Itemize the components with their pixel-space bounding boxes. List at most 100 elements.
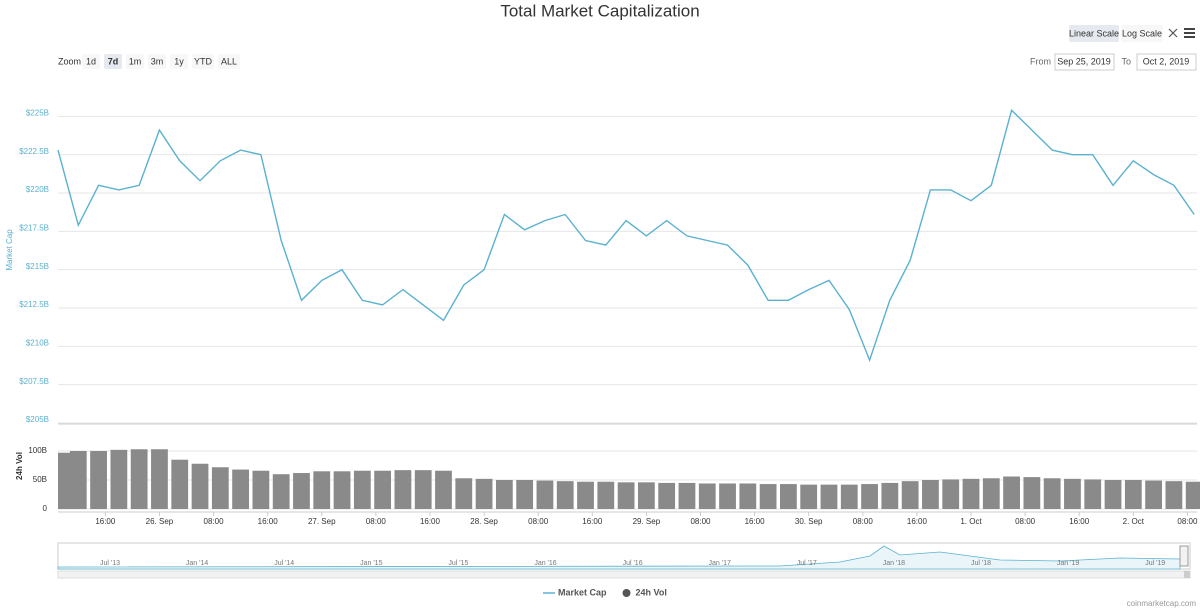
x-tick-label: 08:00 bbox=[1177, 517, 1198, 526]
navigator-label: Jul '18 bbox=[971, 560, 991, 567]
zoom-button[interactable] bbox=[218, 54, 240, 69]
legend-label[interactable]: 24h Vol bbox=[636, 587, 667, 597]
scrollbar[interactable] bbox=[57, 570, 1191, 579]
y-tick-label: $210B bbox=[26, 338, 49, 347]
zoom-button-label[interactable]: 3m bbox=[151, 56, 164, 66]
volume-bar bbox=[698, 483, 716, 509]
volume-bar bbox=[1104, 480, 1122, 509]
volume-bar bbox=[617, 482, 635, 509]
zoom-button[interactable] bbox=[192, 54, 214, 69]
navigator-label: Jan '19 bbox=[1057, 560, 1079, 567]
volume-bar bbox=[293, 473, 310, 509]
y-tick-label: $207.5B bbox=[19, 377, 49, 386]
x-tick-label: 16:00 bbox=[1069, 517, 1090, 526]
x-tick-label: 30. Sep bbox=[795, 517, 823, 526]
x-tick-label: 27. Sep bbox=[308, 517, 336, 526]
y-tick-label: $225B bbox=[26, 108, 49, 117]
volume-bar bbox=[151, 449, 168, 509]
navigator-label: Jan '15 bbox=[360, 560, 382, 567]
volume-bar bbox=[69, 451, 87, 509]
x-tick-label: 08:00 bbox=[528, 517, 549, 526]
zoom-button-label[interactable]: 1d bbox=[86, 56, 96, 66]
scale-button[interactable] bbox=[1069, 25, 1119, 42]
from-input[interactable] bbox=[1054, 53, 1115, 71]
zoom-button-label[interactable]: 7d bbox=[108, 56, 119, 66]
y-tick-label: $215B bbox=[26, 262, 49, 271]
x-tick-label: 08:00 bbox=[853, 517, 874, 526]
volume-bar bbox=[130, 449, 148, 509]
navigator-label: Jan '16 bbox=[534, 560, 556, 567]
navigator-handle[interactable] bbox=[1179, 545, 1189, 567]
volume-bar bbox=[982, 478, 1000, 509]
volume-bar bbox=[435, 470, 452, 509]
volume-bar bbox=[962, 478, 980, 509]
volume-bar bbox=[820, 484, 838, 509]
volume-bar bbox=[495, 480, 513, 509]
navigator-label: Jan '18 bbox=[883, 560, 905, 567]
y-tick-label: $212.5B bbox=[19, 300, 49, 309]
navigator-label: Jul '17 bbox=[797, 560, 817, 567]
volume-bar bbox=[475, 478, 493, 509]
volume-bar bbox=[577, 481, 594, 509]
scale-button-label[interactable]: Log Scale bbox=[1122, 28, 1162, 38]
scrollbar-thumb[interactable] bbox=[1184, 571, 1190, 578]
y-tick-label: $220B bbox=[26, 185, 49, 194]
volume-bar bbox=[719, 483, 736, 509]
volume-bar bbox=[1145, 480, 1162, 509]
volume-bar bbox=[780, 484, 797, 509]
zoom-button-label[interactable]: ALL bbox=[221, 56, 237, 66]
volume-bar bbox=[922, 480, 939, 509]
scale-button-label[interactable]: Linear Scale bbox=[1069, 28, 1119, 38]
x-tick-label: 08:00 bbox=[690, 517, 711, 526]
navigator-label: Jan '17 bbox=[709, 560, 731, 567]
zoom-button-label[interactable]: 1y bbox=[174, 56, 184, 66]
to-input[interactable] bbox=[1136, 53, 1197, 71]
zoom-button[interactable] bbox=[82, 54, 100, 69]
x-tick-label: 28. Sep bbox=[470, 517, 498, 526]
volume-bar bbox=[394, 470, 412, 509]
from-date[interactable]: Sep 25, 2019 bbox=[1057, 56, 1111, 66]
legend-label[interactable]: Market Cap bbox=[558, 587, 607, 597]
y2-tick-label: 50B bbox=[33, 475, 47, 484]
y2-axis-label: 24h Vol bbox=[15, 452, 24, 480]
navigator-label: Jul '13 bbox=[100, 560, 120, 567]
zoom-button[interactable] bbox=[148, 54, 166, 69]
volume-bar bbox=[739, 483, 757, 509]
navigator-label: Jul '14 bbox=[274, 560, 294, 567]
navigator-series bbox=[57, 545, 1181, 570]
navigator-label: Jan '14 bbox=[186, 560, 208, 567]
volume-bar bbox=[211, 467, 229, 509]
volume-bar bbox=[1043, 478, 1061, 509]
volume-bar bbox=[272, 474, 290, 509]
y-axis-label: Market Cap bbox=[5, 229, 14, 271]
x-tick-label: 08:00 bbox=[366, 517, 387, 526]
scale-button[interactable] bbox=[1121, 25, 1163, 42]
volume-bar bbox=[252, 470, 270, 509]
x-tick-label: 29. Sep bbox=[633, 517, 661, 526]
from-label: From bbox=[1030, 56, 1051, 66]
zoom-button[interactable] bbox=[104, 54, 122, 69]
volume-bar bbox=[658, 482, 676, 509]
volume-bar bbox=[90, 451, 107, 509]
x-tick-label: 2. Oct bbox=[1123, 517, 1145, 526]
zoom-button[interactable] bbox=[126, 54, 144, 69]
volume-bar bbox=[455, 478, 473, 509]
volume-bar bbox=[678, 482, 696, 509]
to-date[interactable]: Oct 2, 2019 bbox=[1143, 56, 1190, 66]
volume-bar bbox=[597, 481, 615, 509]
volume-bar bbox=[171, 459, 189, 509]
x-tick-label: 08:00 bbox=[1015, 517, 1036, 526]
navigator-label: Jul '19 bbox=[1145, 560, 1165, 567]
volume-bar bbox=[313, 471, 331, 509]
x-tick-label: 1. Oct bbox=[960, 517, 982, 526]
y2-tick-label: 100B bbox=[28, 446, 47, 455]
menu-icon[interactable] bbox=[1184, 28, 1195, 38]
fullscreen-icon[interactable] bbox=[1168, 28, 1178, 38]
zoom-button[interactable] bbox=[170, 54, 188, 69]
y-tick-label: $222.5B bbox=[19, 147, 49, 156]
volume-bar bbox=[881, 482, 899, 509]
zoom-button-label[interactable]: YTD bbox=[194, 56, 213, 66]
zoom-button-label[interactable]: 1m bbox=[129, 56, 142, 66]
volume-bar bbox=[556, 481, 574, 509]
